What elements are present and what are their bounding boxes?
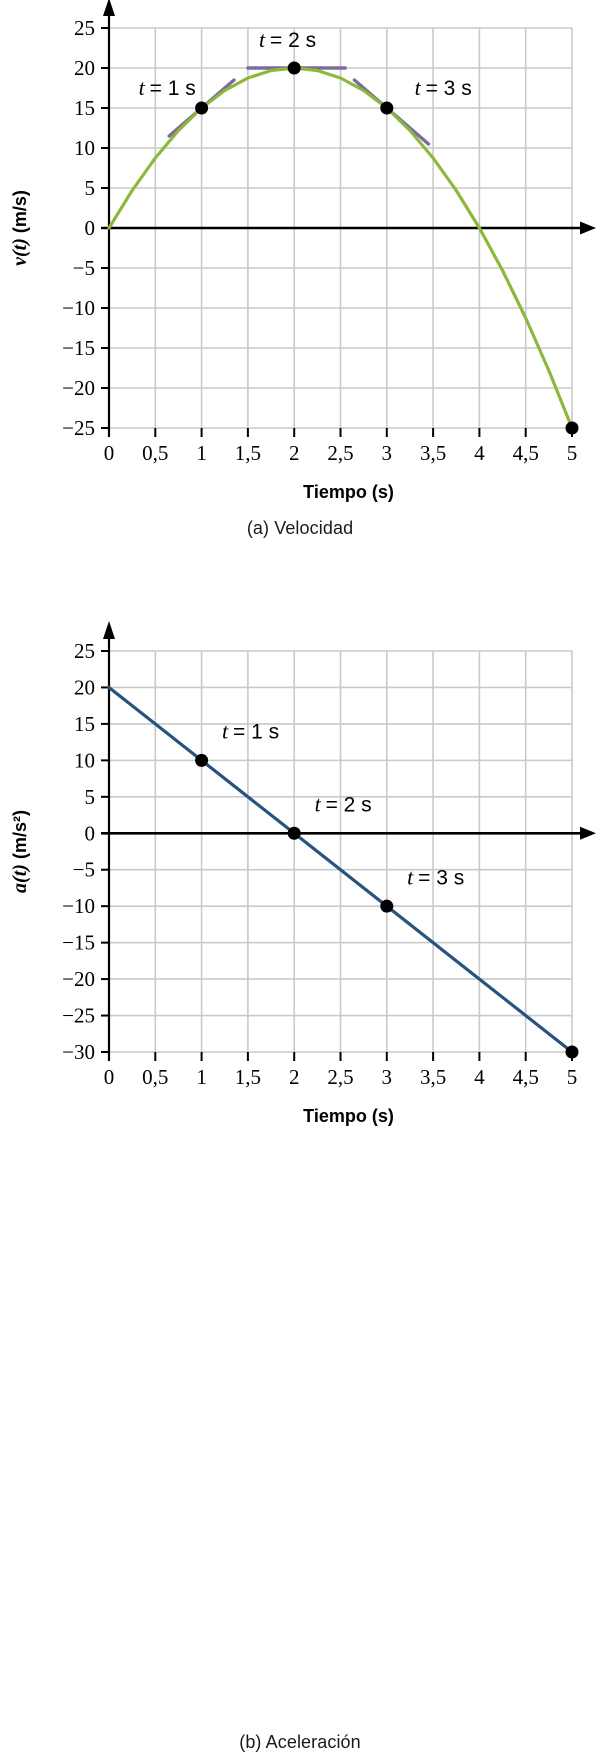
velocity-caption: (a) Velocidad <box>246 518 354 538</box>
svg-text:= 3 s: = 3 s <box>418 866 464 889</box>
svg-text:= 1 s: = 1 s <box>150 77 196 100</box>
velocity-chart: −25 −20 −15 −10 −5 0 5 10 15 20 25 0 0,5 1 1,5 2 2,5 3 3,5… <box>9 0 596 502</box>
y-tick-label: −15 <box>62 336 95 360</box>
y-tick-label: 25 <box>74 639 95 663</box>
x-axis-title: Tiempo (s) <box>303 482 394 502</box>
svg-text:t: t <box>407 864 414 889</box>
x-tick-label: 0,5 <box>142 1065 168 1089</box>
point-annotation: t = 2 s <box>315 791 372 816</box>
tick-marks <box>101 650 573 1061</box>
x-tick-label: 5 <box>567 1065 578 1089</box>
point-annotation: t = 2 s <box>259 27 316 52</box>
data-point-marker <box>195 101 209 115</box>
x-tick-label: 3,5 <box>420 441 446 465</box>
x-tick-label: 4,5 <box>513 441 539 465</box>
x-tick-label: 0 <box>104 441 115 465</box>
svg-text:t: t <box>315 791 322 816</box>
data-point-marker <box>287 826 301 840</box>
svg-text:t: t <box>259 27 266 52</box>
svg-text:t: t <box>415 75 422 100</box>
grid-lines <box>109 27 573 429</box>
velocity-figure: −25 −20 −15 −10 −5 0 5 10 15 20 25 0 0,5 1 1,5 2 2,5 3 3,5… <box>0 0 600 590</box>
x-tick-label: 2,5 <box>327 1065 353 1089</box>
svg-text:= 2 s: = 2 s <box>270 29 316 52</box>
y-tick-label: −20 <box>62 376 95 400</box>
y-tick-label: 20 <box>74 675 95 699</box>
y-tick-label: 5 <box>85 176 96 200</box>
grid-lines <box>109 650 573 1053</box>
x-tick-label: 4 <box>474 1065 485 1089</box>
x-tick-label: 1 <box>196 1065 207 1089</box>
point-annotation: t = 1 s <box>222 718 279 743</box>
y-tick-label: 0 <box>85 216 96 240</box>
data-curve <box>107 66 574 430</box>
y-tick-label: 15 <box>74 712 95 736</box>
data-curve <box>107 685 574 1054</box>
data-point-marker <box>565 1045 579 1059</box>
x-tick-label: 0,5 <box>142 441 168 465</box>
y-tick-label: 25 <box>74 16 95 40</box>
svg-text:a(t) (m/s²): a(t) (m/s²) <box>9 810 31 893</box>
x-tick-label: 3 <box>382 1065 393 1089</box>
y-tick-label: −5 <box>73 858 95 882</box>
y-tick-label: −30 <box>62 1040 95 1064</box>
y-tick-label: 15 <box>74 96 95 120</box>
x-tick-label: 2,5 <box>327 441 353 465</box>
y-tick-label: 5 <box>85 785 96 809</box>
x-axis-title: Tiempo (s) <box>303 1106 394 1126</box>
x-tick-label: 1,5 <box>235 441 261 465</box>
y-tick-label: 10 <box>74 748 95 772</box>
x-tick-label: 1,5 <box>235 1065 261 1089</box>
acceleration-caption: (b) Aceleración <box>239 1732 361 1752</box>
point-annotation: t = 1 s <box>139 75 196 100</box>
svg-text:= 3 s: = 3 s <box>426 77 472 100</box>
y-axis-title: v(t) (m/s) <box>9 190 31 266</box>
point-annotation: t = 3 s <box>407 864 464 889</box>
acceleration-chart: −30 −25 −20 −15 −10 −5 0 5 10 15 20 25 0 0,5 1 1,5 2 2,5 3… <box>9 621 596 1126</box>
svg-text:= 1 s: = 1 s <box>233 720 279 743</box>
svg-text:t: t <box>222 718 229 743</box>
data-point-marker <box>195 753 209 767</box>
x-tick-label: 1 <box>196 441 207 465</box>
y-tick-label: −5 <box>73 256 95 280</box>
x-tick-label: 0 <box>104 1065 115 1089</box>
y-tick-label: −25 <box>62 1004 95 1028</box>
x-tick-label: 5 <box>567 441 578 465</box>
data-point-marker <box>380 101 394 115</box>
acceleration-figure: −30 −25 −20 −15 −10 −5 0 5 10 15 20 25 0 0,5 1 1,5 2 2,5 3… <box>0 590 600 1752</box>
axes <box>101 621 596 1060</box>
x-tick-label: 2 <box>289 441 300 465</box>
y-tick-label: 20 <box>74 56 95 80</box>
y-tick-label: −20 <box>62 967 95 991</box>
data-point-marker <box>565 421 579 435</box>
y-tick-label: −15 <box>62 931 95 955</box>
data-point-marker <box>380 899 394 913</box>
x-tick-label: 4,5 <box>513 1065 539 1089</box>
x-tick-label: 3,5 <box>420 1065 446 1089</box>
svg-text:= 2 s: = 2 s <box>326 793 372 816</box>
svg-text:t: t <box>139 75 146 100</box>
x-tick-label: 3 <box>382 441 393 465</box>
axes <box>101 0 596 436</box>
x-tick-label: 2 <box>289 1065 300 1089</box>
y-tick-label: 10 <box>74 136 95 160</box>
y-tick-label: 0 <box>85 821 96 845</box>
y-axis-title: a(t) (m/s²) <box>9 810 31 893</box>
y-tick-label: −10 <box>62 296 95 320</box>
point-annotation: t = 3 s <box>415 75 472 100</box>
y-tick-label: −10 <box>62 894 95 918</box>
x-tick-label: 4 <box>474 441 485 465</box>
data-point-marker <box>287 61 301 75</box>
y-tick-label: −25 <box>62 416 95 440</box>
svg-text:v(t) (m/s): v(t) (m/s) <box>9 190 31 266</box>
